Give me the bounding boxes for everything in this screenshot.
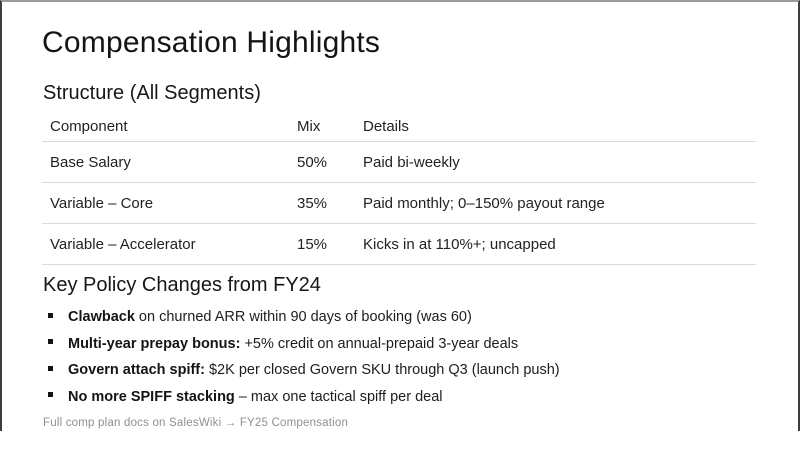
- slide-content: Compensation Highlights Structure (All S…: [42, 26, 756, 429]
- list-item: No more SPIFF stacking – max one tactica…: [48, 389, 756, 405]
- cell-component: Base Salary: [42, 141, 297, 183]
- bullet-bold-text: Govern attach spiff:: [68, 362, 205, 378]
- compensation-structure-table: Component Mix Details Base Salary 50% Pa…: [42, 111, 756, 265]
- table-row: Base Salary 50% Paid bi-weekly: [42, 141, 756, 183]
- column-header-details: Details: [363, 111, 756, 142]
- slide-title: Compensation Highlights: [42, 26, 381, 59]
- footer-note: Full comp plan docs on SalesWiki → FY25 …: [43, 416, 349, 429]
- cell-details: Kicks in at 110%+; uncapped: [363, 223, 756, 265]
- bullet-rest-text: +5% credit on annual-prepaid 3-year deal…: [240, 335, 519, 352]
- cell-details: Paid bi-weekly: [363, 141, 756, 183]
- table-row: Variable – Accelerator 15% Kicks in at 1…: [42, 223, 756, 265]
- table-row: Variable – Core 35% Paid monthly; 0–150%…: [42, 182, 756, 224]
- cell-mix: 35%: [297, 182, 363, 224]
- bullet-rest-text: on churned ARR within 90 days of booking…: [134, 309, 472, 325]
- policy-section-heading: Key Policy Changes from FY24: [43, 274, 321, 296]
- bullet-square-icon: [48, 392, 53, 398]
- list-item: Multi-year prepay bonus: +5% credit on a…: [48, 336, 756, 352]
- cell-mix: 15%: [297, 223, 363, 265]
- bullet-rest-text: $2K per closed Govern SKU through Q3 (la…: [204, 362, 560, 378]
- bullet-square-icon: [48, 339, 53, 345]
- bullet-bold-text: Multi-year prepay bonus:: [68, 335, 241, 352]
- table-header-row: Component Mix Details: [42, 111, 756, 142]
- policy-bullet-list: Clawback on churned ARR within 90 days o…: [48, 309, 756, 405]
- bullet-square-icon: [48, 312, 53, 318]
- column-header-mix: Mix: [297, 111, 363, 142]
- bullet-rest-text: – max one tactical spiff per deal: [234, 388, 443, 405]
- cell-details: Paid monthly; 0–150% payout range: [363, 182, 756, 224]
- list-item: Govern attach spiff: $2K per closed Gove…: [48, 362, 756, 378]
- bullet-bold-text: Clawback: [68, 309, 135, 325]
- structure-section-heading: Structure (All Segments): [43, 82, 261, 104]
- cell-mix: 50%: [297, 141, 363, 183]
- bullet-square-icon: [48, 365, 53, 371]
- cell-component: Variable – Core: [42, 182, 297, 224]
- cell-component: Variable – Accelerator: [42, 223, 297, 265]
- list-item: Clawback on churned ARR within 90 days o…: [48, 309, 756, 325]
- column-header-component: Component: [42, 111, 297, 142]
- bullet-bold-text: No more SPIFF stacking: [68, 388, 235, 405]
